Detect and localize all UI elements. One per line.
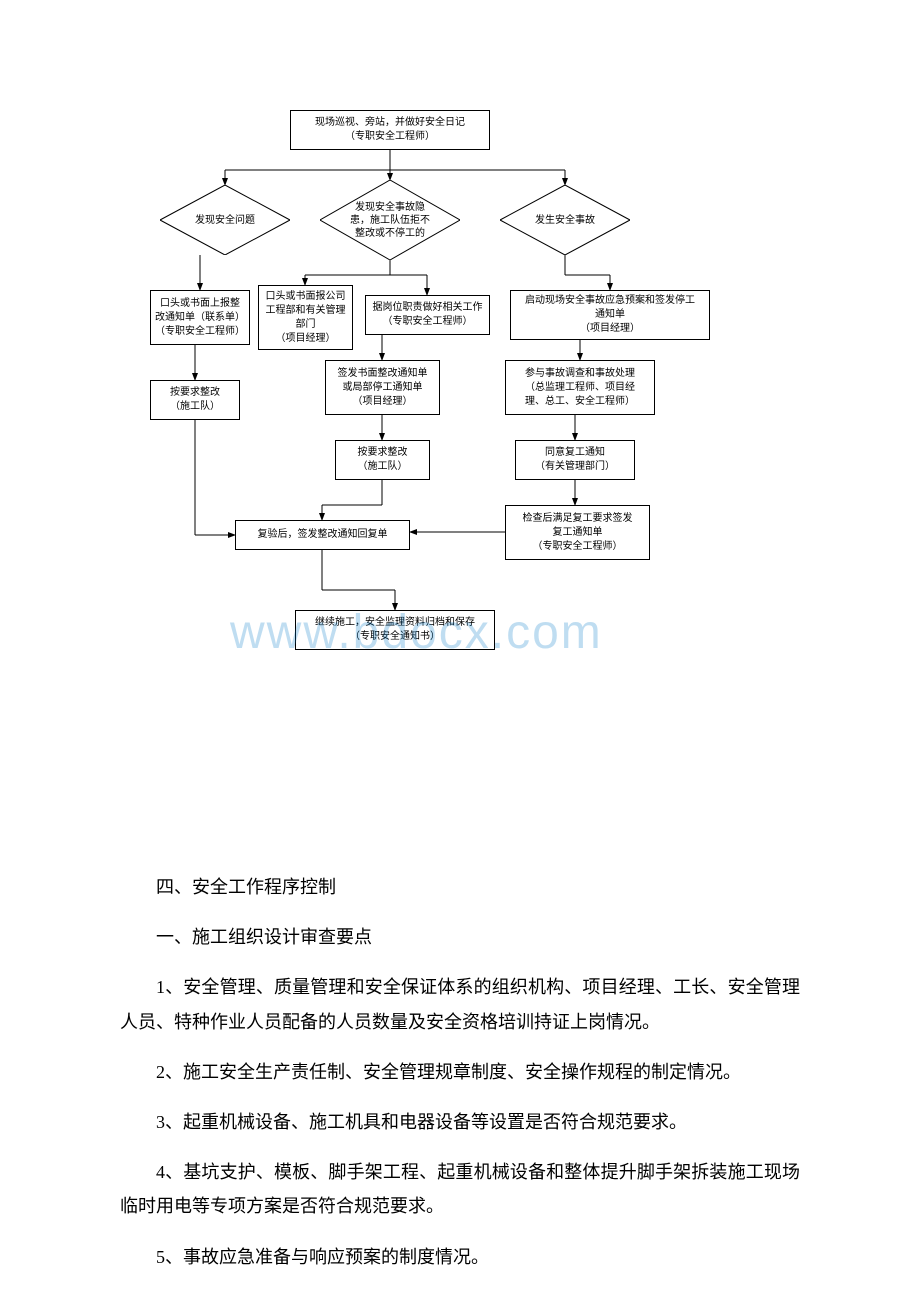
node-check-resume: 检查后满足复工要求签发 复工通知单 （专职安全工程师） (505, 505, 650, 560)
node-text: （专职安全工程师） (345, 130, 435, 144)
node-reverify: 复验后，签发整改通知回复单 (235, 520, 410, 550)
node-duty-work: 据岗位职责做好相关工作 （专职安全工程师） (365, 295, 490, 335)
node-stop-notice: 启动现场安全事故应急预案和签发停工 通知单 （项目经理） (510, 290, 710, 340)
paragraph: 1、安全管理、质量管理和安全保证体系的组织机构、项目经理、工长、安全管理人员、特… (120, 970, 800, 1038)
node-investigate: 参与事故调查和事故处理 （总监理工程师、项目经 理、总工、安全工程师） (505, 360, 655, 415)
node-start: 现场巡视、旁站，并做好安全日记 （专职安全工程师） (290, 110, 490, 150)
node-report-oral: 口头或书面上报整 改通知单（联系单） （专职安全工程师） (150, 290, 250, 345)
node-resume-agree: 同意复工通知 （有关管理部门） (515, 440, 635, 480)
node-rectify-2: 按要求整改 （施工队） (335, 440, 430, 480)
node-text: 发生安全事故 (517, 214, 613, 227)
diamond-hazard: 发现安全事故隐 患，施工队伍拒不 整改或不停工的 (320, 180, 460, 260)
heading-4: 四、安全工作程序控制 (120, 870, 800, 904)
safety-flowchart: 现场巡视、旁站，并做好安全日记 （专职安全工程师） 发现安全问题 发现安全事故隐… (150, 100, 770, 680)
paragraph: 3、起重机械设备、施工机具和电器设备等设置是否符合规范要求。 (120, 1105, 800, 1139)
diamond-accident: 发生安全事故 (500, 185, 630, 255)
node-text: 发现安全事故隐 患，施工队伍拒不 整改或不停工的 (332, 201, 448, 240)
node-issue-notice: 签发书面整改通知单 或局部停工通知单 （项目经理） (325, 360, 440, 415)
paragraph: 4、基坑支护、模板、脚手架工程、起重机械设备和整体提升脚手架拆装施工现场临时用电… (120, 1155, 800, 1223)
node-text: 发现安全问题 (177, 214, 273, 227)
node-end: 继续施工，安全监理资料归档和保存 （专职安全通知书） (295, 610, 495, 650)
node-report-company: 口头或书面报公司 工程部和有关管理 部门 （项目经理） (258, 285, 353, 350)
diamond-issue: 发现安全问题 (160, 185, 290, 255)
paragraph: 2、施工安全生产责任制、安全管理规章制度、安全操作规程的制定情况。 (120, 1055, 800, 1089)
document-content: 四、安全工作程序控制 一、施工组织设计审查要点 1、安全管理、质量管理和安全保证… (120, 870, 800, 1290)
node-text: 现场巡视、旁站，并做好安全日记 (315, 116, 465, 130)
heading-sub: 一、施工组织设计审查要点 (120, 920, 800, 954)
node-rectify-1: 按要求整改 （施工队） (150, 380, 240, 420)
paragraph: 5、事故应急准备与响应预案的制度情况。 (120, 1240, 800, 1274)
